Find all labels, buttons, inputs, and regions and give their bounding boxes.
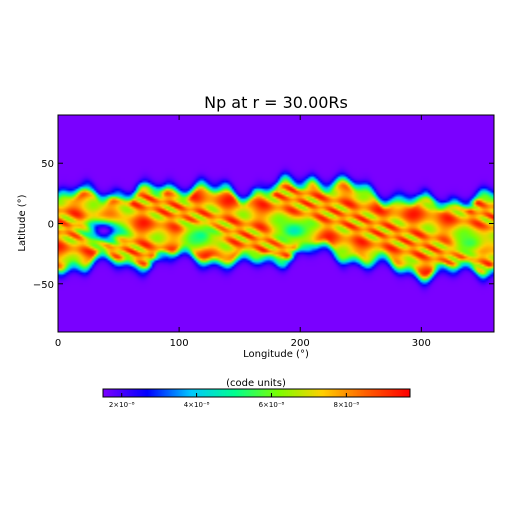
colorbar-tick-label: 4×10⁻⁸ — [184, 401, 210, 409]
y-tick-label: −50 — [33, 280, 54, 291]
y-tick-label: 0 — [48, 220, 54, 231]
colorbar: (code units) 2×10⁻⁸ 4×10⁻⁸ 6×10⁻⁸ 8×10⁻⁸ — [102, 378, 411, 409]
x-tick-label: 200 — [291, 338, 310, 349]
colorbar-tick-label: 6×10⁻⁸ — [259, 401, 285, 409]
y-tick-label: 50 — [41, 159, 54, 170]
colorbar-ticks: 2×10⁻⁸ 4×10⁻⁸ 6×10⁻⁸ 8×10⁻⁸ — [109, 393, 359, 409]
x-axis: 0 100 200 300 — [55, 115, 431, 349]
chart-title: Np at r = 30.00Rs — [204, 93, 348, 112]
colorbar-gradient — [103, 389, 410, 397]
plot-area — [57, 114, 495, 333]
colorbar-label: (code units) — [226, 378, 286, 389]
y-axis: −50 0 50 — [33, 159, 494, 291]
heatmap-image — [58, 115, 494, 332]
x-axis-label: Longitude (°) — [243, 349, 309, 360]
colorbar-tick-label: 2×10⁻⁸ — [109, 401, 135, 409]
x-tick-label: 0 — [55, 338, 61, 349]
colorbar-tick-label: 8×10⁻⁸ — [333, 401, 359, 409]
y-axis-label: Latitude (°) — [17, 194, 28, 251]
x-tick-label: 100 — [170, 338, 189, 349]
colorbar-frame — [102, 388, 411, 398]
x-tick-label: 300 — [412, 338, 431, 349]
